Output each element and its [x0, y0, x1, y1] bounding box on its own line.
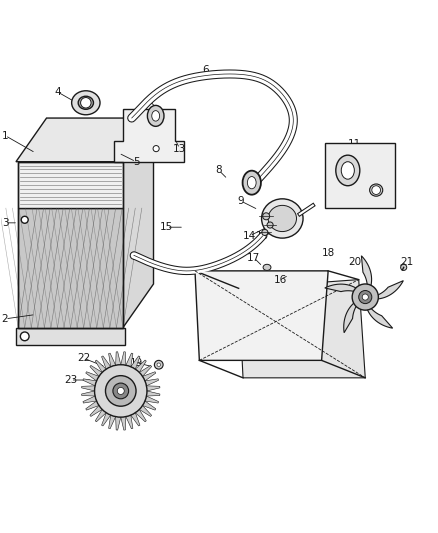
Polygon shape [325, 284, 365, 297]
Text: 18: 18 [321, 248, 335, 259]
Circle shape [267, 222, 273, 228]
Ellipse shape [341, 161, 354, 179]
Circle shape [263, 213, 270, 220]
Polygon shape [83, 396, 96, 403]
Polygon shape [126, 353, 133, 367]
Text: 10: 10 [256, 231, 269, 241]
Polygon shape [18, 208, 123, 328]
Polygon shape [81, 391, 95, 396]
Circle shape [20, 332, 29, 341]
Text: 17: 17 [247, 253, 261, 263]
Text: 3: 3 [2, 218, 8, 228]
Text: 16: 16 [273, 274, 287, 285]
Circle shape [106, 376, 136, 406]
Circle shape [153, 146, 159, 152]
Circle shape [95, 365, 147, 417]
Polygon shape [109, 353, 116, 367]
Polygon shape [365, 281, 403, 299]
Polygon shape [365, 297, 392, 328]
Text: 23: 23 [64, 375, 77, 385]
Polygon shape [131, 413, 140, 426]
Text: 20: 20 [348, 257, 361, 267]
Text: 15: 15 [160, 222, 173, 232]
Ellipse shape [261, 199, 303, 238]
Polygon shape [102, 413, 111, 426]
Text: 14: 14 [243, 231, 256, 241]
Polygon shape [18, 161, 123, 208]
Ellipse shape [243, 171, 261, 195]
Polygon shape [145, 379, 159, 386]
Text: 12: 12 [361, 187, 374, 197]
Circle shape [154, 360, 163, 369]
Ellipse shape [370, 184, 383, 196]
Ellipse shape [72, 91, 100, 115]
Polygon shape [142, 401, 156, 410]
Ellipse shape [336, 155, 360, 185]
Circle shape [352, 284, 378, 310]
Polygon shape [16, 118, 155, 161]
Text: 19: 19 [129, 358, 143, 368]
Circle shape [157, 363, 160, 367]
Ellipse shape [148, 106, 164, 126]
Polygon shape [135, 360, 146, 373]
Polygon shape [135, 409, 146, 422]
Ellipse shape [152, 111, 159, 121]
Polygon shape [90, 366, 102, 376]
FancyBboxPatch shape [325, 143, 395, 208]
Polygon shape [139, 406, 152, 416]
Circle shape [21, 216, 28, 223]
Polygon shape [116, 352, 121, 365]
Circle shape [262, 229, 268, 236]
Ellipse shape [247, 176, 256, 189]
Text: 9: 9 [237, 196, 244, 206]
Text: 4: 4 [54, 87, 61, 97]
Polygon shape [123, 118, 153, 328]
Polygon shape [116, 417, 121, 430]
Circle shape [113, 383, 129, 399]
Polygon shape [102, 356, 111, 369]
Polygon shape [195, 271, 328, 360]
Polygon shape [121, 417, 126, 430]
Text: 21: 21 [400, 257, 413, 267]
Circle shape [362, 294, 368, 300]
Polygon shape [114, 109, 184, 161]
Circle shape [81, 98, 91, 108]
Text: 13: 13 [173, 143, 186, 154]
Text: 8: 8 [146, 95, 152, 106]
Polygon shape [95, 360, 106, 373]
Text: 2: 2 [2, 314, 8, 324]
Polygon shape [146, 391, 160, 396]
Polygon shape [95, 409, 106, 422]
Polygon shape [86, 372, 99, 381]
Polygon shape [121, 352, 126, 365]
Polygon shape [361, 256, 371, 297]
Circle shape [372, 185, 381, 195]
Polygon shape [344, 297, 365, 333]
Ellipse shape [268, 205, 297, 231]
Text: 8: 8 [215, 165, 223, 175]
Text: 11: 11 [348, 139, 361, 149]
Ellipse shape [263, 264, 271, 270]
Circle shape [359, 290, 372, 304]
Circle shape [401, 264, 407, 270]
Ellipse shape [78, 96, 93, 109]
Text: 5: 5 [133, 157, 139, 167]
Text: 1: 1 [2, 131, 8, 141]
Text: 22: 22 [77, 353, 90, 363]
Polygon shape [83, 379, 96, 386]
Polygon shape [90, 406, 102, 416]
Polygon shape [239, 280, 365, 378]
Polygon shape [139, 366, 152, 376]
Polygon shape [126, 415, 133, 429]
Text: 6: 6 [203, 65, 209, 75]
Circle shape [117, 387, 124, 394]
Polygon shape [146, 386, 160, 391]
Polygon shape [81, 386, 95, 391]
Polygon shape [145, 396, 159, 403]
Polygon shape [109, 415, 116, 429]
Polygon shape [142, 372, 156, 381]
Polygon shape [131, 356, 140, 369]
Polygon shape [16, 328, 125, 345]
Polygon shape [86, 401, 99, 410]
